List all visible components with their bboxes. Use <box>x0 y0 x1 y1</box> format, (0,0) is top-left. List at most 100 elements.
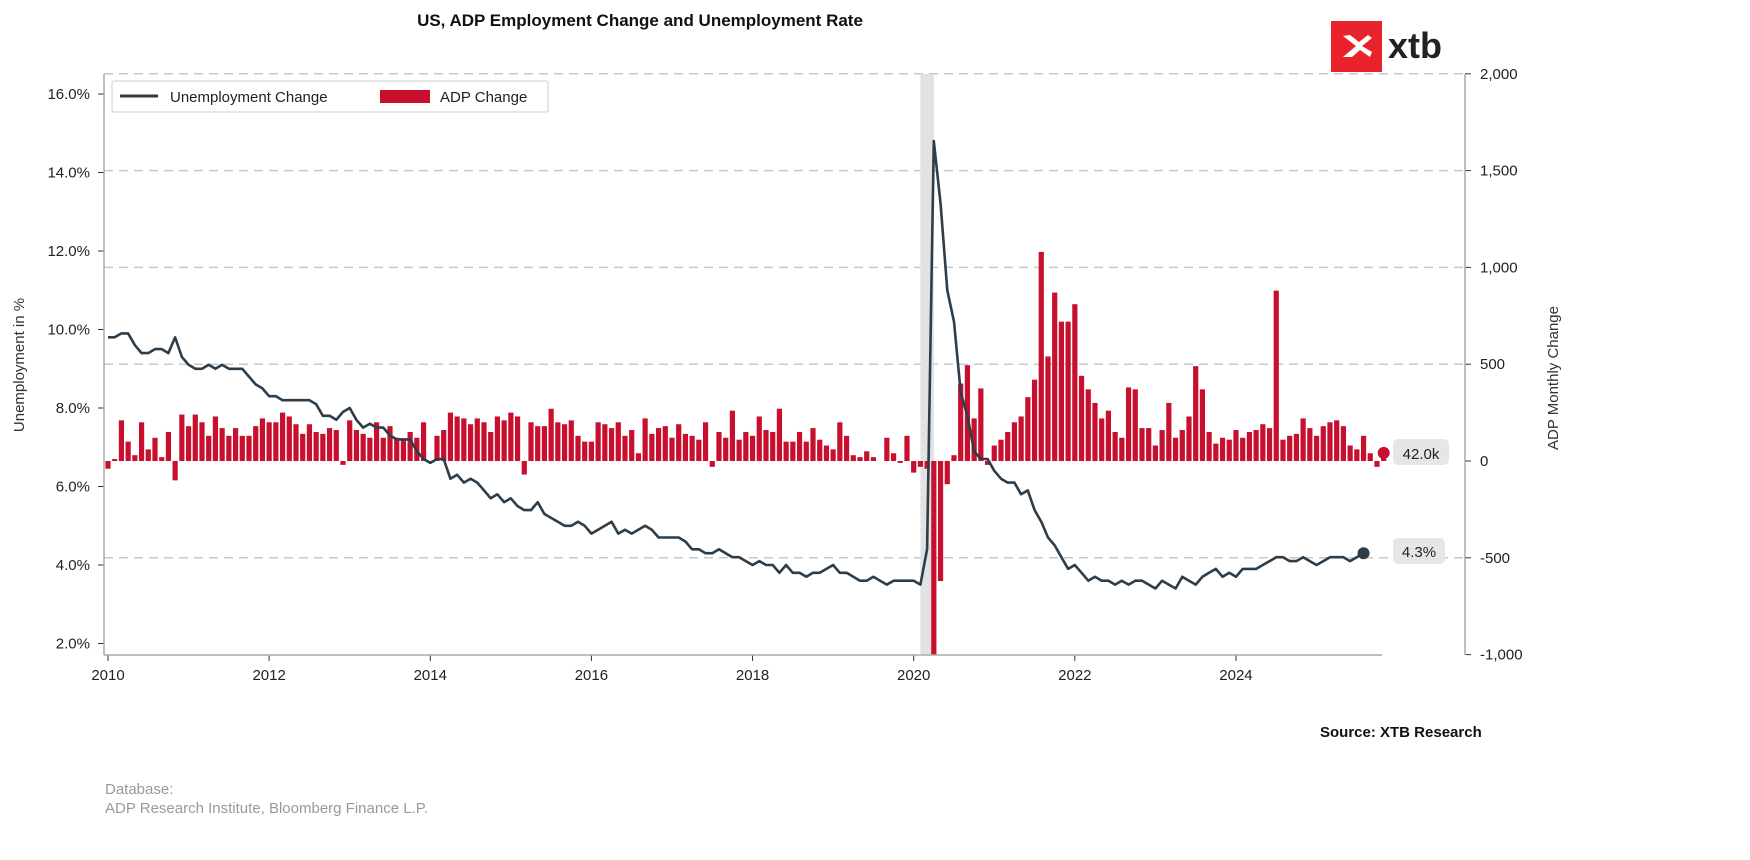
adp-bar <box>1199 389 1206 461</box>
adp-bar <box>219 428 225 461</box>
unemployment-line <box>108 139 1365 590</box>
adp-last-label-box <box>1393 439 1449 465</box>
adp-bar <box>1287 435 1293 461</box>
adp-bar <box>924 461 930 469</box>
adp-bar <box>1172 437 1179 461</box>
adp-bar <box>1260 424 1266 461</box>
left-tick-label: 2.0% <box>56 636 90 653</box>
adp-bars <box>105 251 1387 655</box>
adp-bar <box>1193 366 1199 461</box>
adp-bar <box>541 426 548 461</box>
adp-bar <box>1005 431 1011 461</box>
adp-bar <box>810 428 816 461</box>
adp-bar <box>407 431 413 461</box>
adp-bar <box>864 451 870 461</box>
adp-bar <box>723 437 729 461</box>
unemployment-last-label: 4.3% <box>1402 544 1436 561</box>
adp-bar <box>649 433 655 461</box>
adp-bar <box>1025 397 1031 461</box>
adp-bar <box>232 428 239 461</box>
adp-bar <box>1300 418 1306 461</box>
adp-bar <box>1266 428 1273 461</box>
adp-bar <box>320 433 326 461</box>
adp-bar <box>179 414 185 461</box>
adp-bar <box>159 457 165 461</box>
adp-bar <box>259 418 266 461</box>
adp-bar <box>702 422 709 461</box>
adp-bar <box>353 430 360 461</box>
adp-bar <box>1152 445 1159 461</box>
adp-bar <box>400 439 407 461</box>
adp-bar <box>642 418 648 461</box>
adp-bar <box>1213 443 1219 461</box>
xtb-logo: xtb <box>1331 21 1442 72</box>
adp-bar <box>1273 290 1279 461</box>
adp-bar <box>911 461 917 473</box>
adp-bar <box>514 416 521 461</box>
adp-bar <box>1031 379 1038 461</box>
adp-bar <box>474 418 480 461</box>
adp-bar <box>508 412 514 461</box>
adp-bar <box>226 435 232 461</box>
adp-bar <box>1293 433 1300 461</box>
adp-bar <box>736 439 742 461</box>
adp-bar <box>447 412 454 461</box>
adp-bar <box>830 449 836 461</box>
adp-bar <box>783 441 789 461</box>
adp-bar <box>1052 292 1058 461</box>
adp-bar <box>206 435 212 461</box>
adp-bar <box>568 420 574 461</box>
right-tick-label: -1,000 <box>1480 647 1523 664</box>
adp-bar <box>790 441 796 461</box>
adp-bar <box>588 441 595 461</box>
x-tick-label: 2010 <box>91 667 124 684</box>
adp-bar <box>676 424 682 461</box>
adp-bar <box>548 408 554 461</box>
adp-bar <box>347 420 353 461</box>
adp-last-marker <box>1377 446 1390 459</box>
legend: Unemployment Change ADP Change <box>111 80 549 113</box>
adp-bar <box>1367 453 1373 461</box>
adp-bar <box>1246 431 1253 461</box>
adp-bar <box>857 457 863 461</box>
adp-bar <box>112 459 118 461</box>
x-tick-label: 2012 <box>252 667 285 684</box>
adp-bar <box>434 435 440 461</box>
adp-bar <box>125 441 131 461</box>
footer-database: Database: ADP Research Institute, Bloomb… <box>105 780 428 818</box>
adp-bar <box>266 422 272 461</box>
adp-bar <box>488 431 494 461</box>
left-tick-label: 4.0% <box>56 557 90 574</box>
adp-bar <box>253 426 259 461</box>
adp-bar <box>1038 251 1044 461</box>
adp-bar <box>1240 437 1246 461</box>
adp-bar <box>239 435 245 461</box>
adp-bar <box>763 430 769 461</box>
adp-bar <box>931 461 937 655</box>
legend-adp: ADP Change <box>440 89 527 106</box>
adp-bar <box>1186 416 1192 461</box>
adp-bar <box>850 455 856 461</box>
adp-bar <box>682 433 689 461</box>
adp-bar <box>528 422 534 461</box>
adp-last-label: 42.0k <box>1403 446 1440 463</box>
adp-bar <box>1112 431 1118 461</box>
adp-bar <box>118 420 125 461</box>
legend-box <box>111 80 549 113</box>
adp-bar <box>608 428 615 461</box>
left-tick-label: 16.0% <box>47 86 90 103</box>
adp-bar <box>1179 430 1185 461</box>
adp-bar <box>1159 430 1165 461</box>
adp-bar <box>1226 439 1232 461</box>
adp-bar <box>373 422 380 461</box>
right-tick-label: 500 <box>1480 356 1505 373</box>
x-tick-label: 2016 <box>575 667 608 684</box>
adp-bar <box>1125 387 1132 461</box>
recession-shading <box>920 74 934 655</box>
left-tick-label: 8.0% <box>56 400 90 417</box>
adp-bar <box>662 426 668 461</box>
adp-bar <box>843 435 850 461</box>
adp-bar <box>837 422 843 461</box>
adp-bar <box>937 461 944 582</box>
